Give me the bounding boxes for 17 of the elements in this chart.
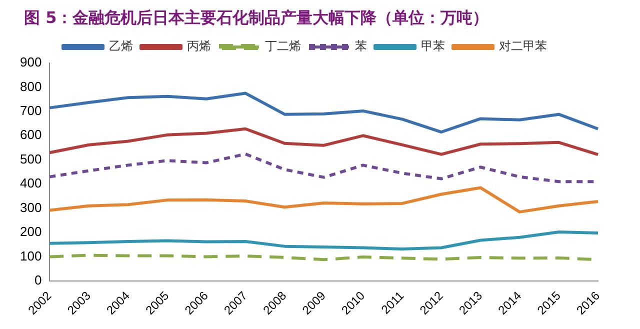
legend-label: 丁二烯 — [265, 39, 301, 54]
y-tick-label: 600 — [20, 127, 42, 142]
legend-label: 对二甲苯 — [499, 39, 547, 54]
chart-title: 图 5：金融危机后日本主要石化制品产量大幅下降（单位：万吨） — [24, 8, 490, 29]
legend-label: 苯 — [355, 39, 367, 54]
y-tick-label: 300 — [20, 200, 42, 215]
y-tick-label: 200 — [20, 224, 42, 240]
y-tick-label: 100 — [20, 248, 42, 264]
y-tick-label: 800 — [20, 78, 42, 94]
y-tick-label: 0 — [34, 272, 42, 288]
legend-label: 甲苯 — [421, 39, 445, 54]
y-tick-label: 900 — [20, 54, 42, 70]
y-tick-label: 500 — [20, 151, 42, 166]
y-tick-label: 400 — [20, 176, 42, 191]
legend-label: 丙烯 — [187, 39, 211, 54]
legend-label: 乙烯 — [109, 39, 133, 54]
y-tick-label: 700 — [20, 103, 42, 118]
